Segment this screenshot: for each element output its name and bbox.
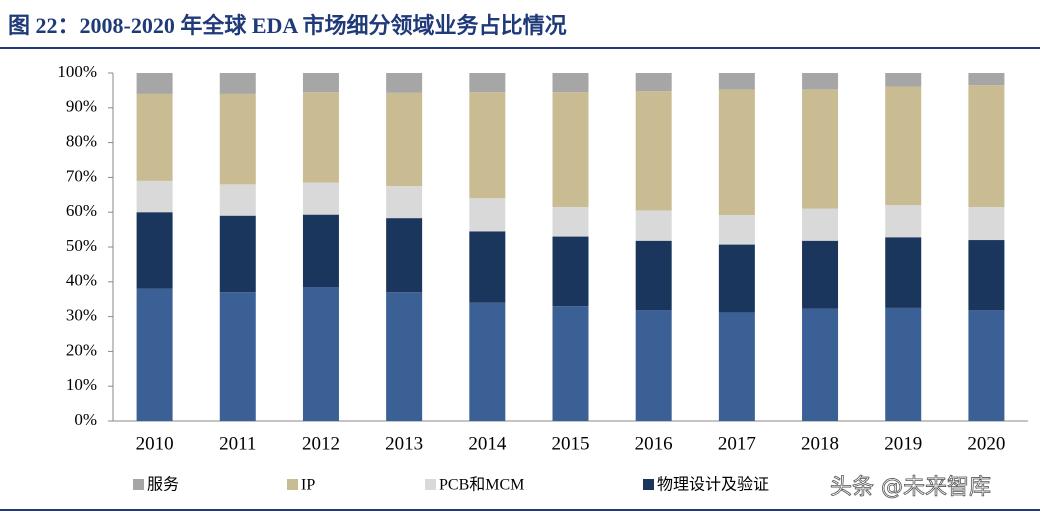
y-tick-label: 100% [57,62,97,81]
watermark: 头条 @未来智库 [830,475,991,500]
legend-label: IP [301,477,315,494]
bar-segment [386,186,423,219]
y-tick-label: 40% [66,271,97,290]
bar-segment [635,91,672,211]
bar-segment [302,182,339,215]
bar-segment [968,310,1005,421]
bar-segment [469,198,506,232]
bar-segment [885,73,922,87]
bar-segment [302,73,339,93]
bar-segment [552,306,589,421]
bar-segment [635,240,672,311]
bar-segment [136,93,173,181]
x-tick-label: 2018 [801,433,839,454]
bar-segment [469,92,506,199]
bar-segment [968,73,1005,86]
bar-segment [136,73,173,94]
bar-segment [469,302,506,421]
x-tick-label: 2015 [552,433,590,454]
bar-segment [968,85,1005,207]
bar-segment [386,292,423,421]
x-tick-label: 2013 [385,433,423,454]
bar-segment [718,89,755,215]
x-tick-label: 2014 [468,433,507,454]
legend-swatch [425,479,436,490]
bar-segment [718,312,755,421]
x-tick-label: 2016 [635,433,673,454]
bar-segment [968,240,1005,311]
y-tick-label: 30% [66,306,97,325]
bar-segment [219,73,256,94]
bar-segment [802,73,839,90]
bar-segment [885,86,922,206]
bar-segment [552,73,589,93]
x-tick-label: 2011 [219,433,256,454]
y-tick-label: 50% [66,236,97,255]
bar-segment [968,206,1005,241]
y-tick-label: 80% [66,132,97,151]
bar-segment [302,92,339,183]
y-tick-label: 0% [74,410,97,429]
y-tick-label: 60% [66,201,97,220]
y-tick-label: 90% [66,97,97,116]
bar-segment [635,310,672,421]
bar-segment [302,287,339,421]
bar-segment [802,240,839,309]
bar-segment [635,210,672,241]
bar-segment [552,92,589,207]
bar-segment [386,218,423,293]
bar-segment [552,236,589,307]
chart-title: 图 22：2008-2020 年全球 EDA 市场细分领域业务占比情况 [8,13,567,38]
legend-label: PCB和MCM [439,476,524,494]
bar-segment [802,208,839,241]
bar-segment [802,308,839,421]
bar-segment [885,205,922,238]
bar-segment [136,212,173,289]
bar-segment [718,214,755,245]
x-tick-label: 2017 [718,433,756,454]
bar-segment [469,231,506,303]
bar-segment [469,73,506,93]
bar-segment [552,206,589,237]
bar-segment [885,237,922,308]
bar-segment [219,292,256,421]
y-tick-label: 10% [66,375,97,394]
bar-segment [136,288,173,421]
x-tick-label: 2010 [136,433,174,454]
y-tick-label: 70% [66,166,97,185]
x-tick-label: 2019 [884,433,922,454]
x-tick-label: 2020 [967,433,1005,454]
x-tick-label: 2012 [302,433,340,454]
legend-label: 物理设计及验证 [657,476,769,494]
legend-swatch [133,479,144,490]
y-tick-label: 20% [66,340,97,359]
bar-segment [885,307,922,421]
bar-segment [219,184,256,216]
bar-segment [718,73,755,90]
bar-segment [302,214,339,288]
bar-segment [802,89,839,209]
bar-segment [718,244,755,313]
legend-swatch [287,479,298,490]
bar-segment [386,92,423,187]
bar-segment [386,73,423,93]
legend-label: 服务 [147,476,179,494]
bar-segment [219,93,256,185]
legend-swatch [643,479,654,490]
bar-segment [635,73,672,92]
bar-segment [219,215,256,293]
bar-segment [136,180,173,213]
